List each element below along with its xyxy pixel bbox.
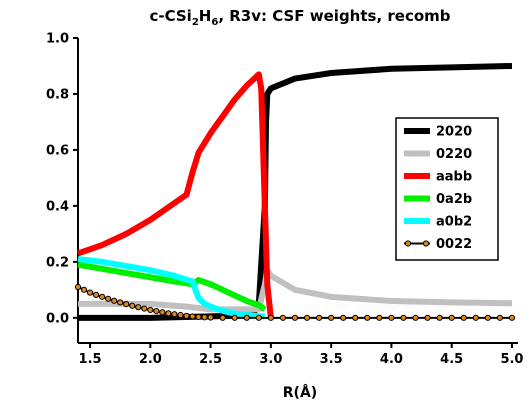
- x-tick-label: 2.0: [139, 352, 162, 367]
- series-point-0022: [484, 314, 491, 321]
- series-point-0022: [364, 314, 371, 321]
- series-point-0022: [400, 314, 407, 321]
- series-point-0022: [424, 314, 431, 321]
- legend-label: 0a2b: [436, 192, 472, 207]
- series-point-0022: [340, 314, 347, 321]
- series-point-0022: [496, 314, 504, 321]
- x-tick-label: 5.0: [500, 352, 523, 367]
- x-axis-label: R(Å): [283, 384, 317, 401]
- legend-box: [395, 117, 499, 261]
- series-point-0022: [303, 314, 311, 321]
- x-tick-label: 2.5: [199, 352, 222, 367]
- legend-label: 0220: [436, 147, 472, 162]
- series-point-0022: [267, 314, 274, 321]
- series-point-0022: [255, 314, 262, 321]
- series-point-0022: [195, 313, 202, 321]
- series-point-0022: [92, 291, 100, 298]
- series-point-0022: [328, 314, 335, 321]
- series-point-0022: [231, 314, 238, 321]
- legend-label: a0b2: [436, 215, 472, 230]
- series-point-0022: [460, 314, 467, 321]
- series-point-0022: [159, 309, 166, 316]
- series-point-0022: [141, 305, 148, 312]
- series-point-0022: [207, 314, 214, 321]
- series-point-0022: [177, 311, 184, 319]
- legend-label: 2020: [436, 125, 472, 140]
- series-point-0022: [123, 301, 130, 308]
- y-tick-label: 0.0: [46, 311, 69, 326]
- series-point-0022: [111, 297, 118, 304]
- series-point-0022: [448, 314, 455, 321]
- chart-title: c-CSi2H6, R3v: CSF weights, recomb: [149, 7, 450, 28]
- legend-label: 0022: [436, 237, 472, 252]
- series-point-0022: [135, 304, 142, 311]
- series-point-0022: [117, 299, 124, 306]
- series-point-0022: [129, 302, 136, 309]
- series-point-0022: [74, 283, 82, 291]
- series-point-0022: [315, 314, 323, 321]
- series-point-0022: [279, 314, 287, 321]
- series-point-0022: [472, 314, 479, 321]
- series-group: [74, 62, 516, 321]
- series-point-0022: [436, 314, 443, 321]
- series-point-0022: [105, 295, 112, 302]
- y-tick-label: 1.0: [46, 32, 69, 47]
- legend: 2020 0220 aabb 0a2b a0b2 0022: [395, 117, 499, 261]
- y-tick-label: 0.8: [46, 87, 69, 102]
- series-point-0022: [412, 314, 419, 321]
- x-tick-label: 3.0: [259, 352, 282, 367]
- series-line-a0b2: [77, 256, 265, 320]
- series-point-0022: [201, 314, 208, 321]
- y-tick-label: 0.2: [46, 255, 69, 270]
- series-point-0022: [352, 314, 359, 321]
- series-point-0022: [189, 313, 196, 320]
- series-point-0022: [153, 308, 160, 315]
- x-tick-label: 3.5: [320, 352, 343, 367]
- series-point-0022: [219, 314, 226, 321]
- series-point-0022: [388, 314, 395, 321]
- x-tick-label: 4.0: [380, 352, 403, 367]
- series-point-0022: [183, 312, 190, 319]
- series-point-0022: [99, 293, 106, 300]
- series-line-aabb: [77, 71, 274, 319]
- series-point-0022: [243, 314, 250, 321]
- series-line-2020: [78, 62, 513, 321]
- series-point-0022: [86, 289, 94, 296]
- series-point-0022: [508, 314, 516, 321]
- series-point-0022: [147, 306, 154, 314]
- series-point-0022: [165, 310, 172, 317]
- legend-label: aabb: [436, 170, 472, 185]
- x-tick-label: 4.5: [440, 352, 463, 367]
- series-point-0022: [291, 314, 299, 321]
- axes: 0.0 0.2 0.4 0.6 0.8 1.0 1.5 2.0 2.5 3.0 3.5 4.0 4.5 5…: [46, 32, 524, 368]
- legend-marker: [422, 240, 430, 247]
- legend-marker: [404, 240, 412, 247]
- y-tick-label: 0.6: [46, 143, 69, 158]
- series-point-0022: [171, 311, 178, 318]
- y-tick-label: 0.4: [46, 199, 69, 214]
- series-point-0022: [376, 314, 383, 321]
- series-line-0a2b: [77, 261, 267, 312]
- series-point-0022: [80, 286, 88, 293]
- x-tick-label: 1.5: [79, 352, 102, 367]
